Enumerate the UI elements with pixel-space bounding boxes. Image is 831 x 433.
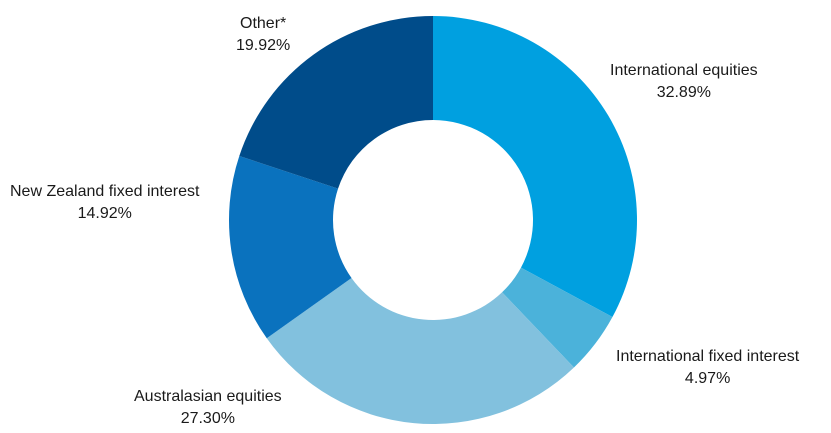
slice-name: International fixed interest [616, 348, 800, 365]
slice-australasian-equities [266, 277, 574, 424]
slice-name: New Zealand fixed interest [10, 183, 200, 200]
label-australasian-equities: Australasian equities 27.30% [134, 386, 282, 430]
slice-value: 32.89% [656, 84, 711, 101]
label-international-fixed-interest: International fixed interest 4.97% [616, 346, 799, 390]
label-international-equities: International equities 32.89% [610, 60, 758, 104]
label-new-zealand-fixed-interest: New Zealand fixed interest 14.92% [10, 181, 199, 225]
slice-name: Other* [240, 15, 287, 32]
slice-name: International equities [610, 62, 758, 79]
slice-new-zealand-fixed-interest [229, 155, 352, 339]
slice-value: 19.92% [236, 37, 291, 54]
slice-name: Australasian equities [134, 388, 282, 405]
slice-value: 4.97% [684, 370, 731, 387]
label-other: Other* 19.92% [236, 13, 290, 57]
slice-international-equities [433, 16, 637, 318]
slice-value: 27.30% [180, 410, 235, 427]
slice-value: 14.92% [77, 205, 132, 222]
slice-international-fixed-interest [502, 267, 613, 368]
slice-other [239, 16, 433, 189]
